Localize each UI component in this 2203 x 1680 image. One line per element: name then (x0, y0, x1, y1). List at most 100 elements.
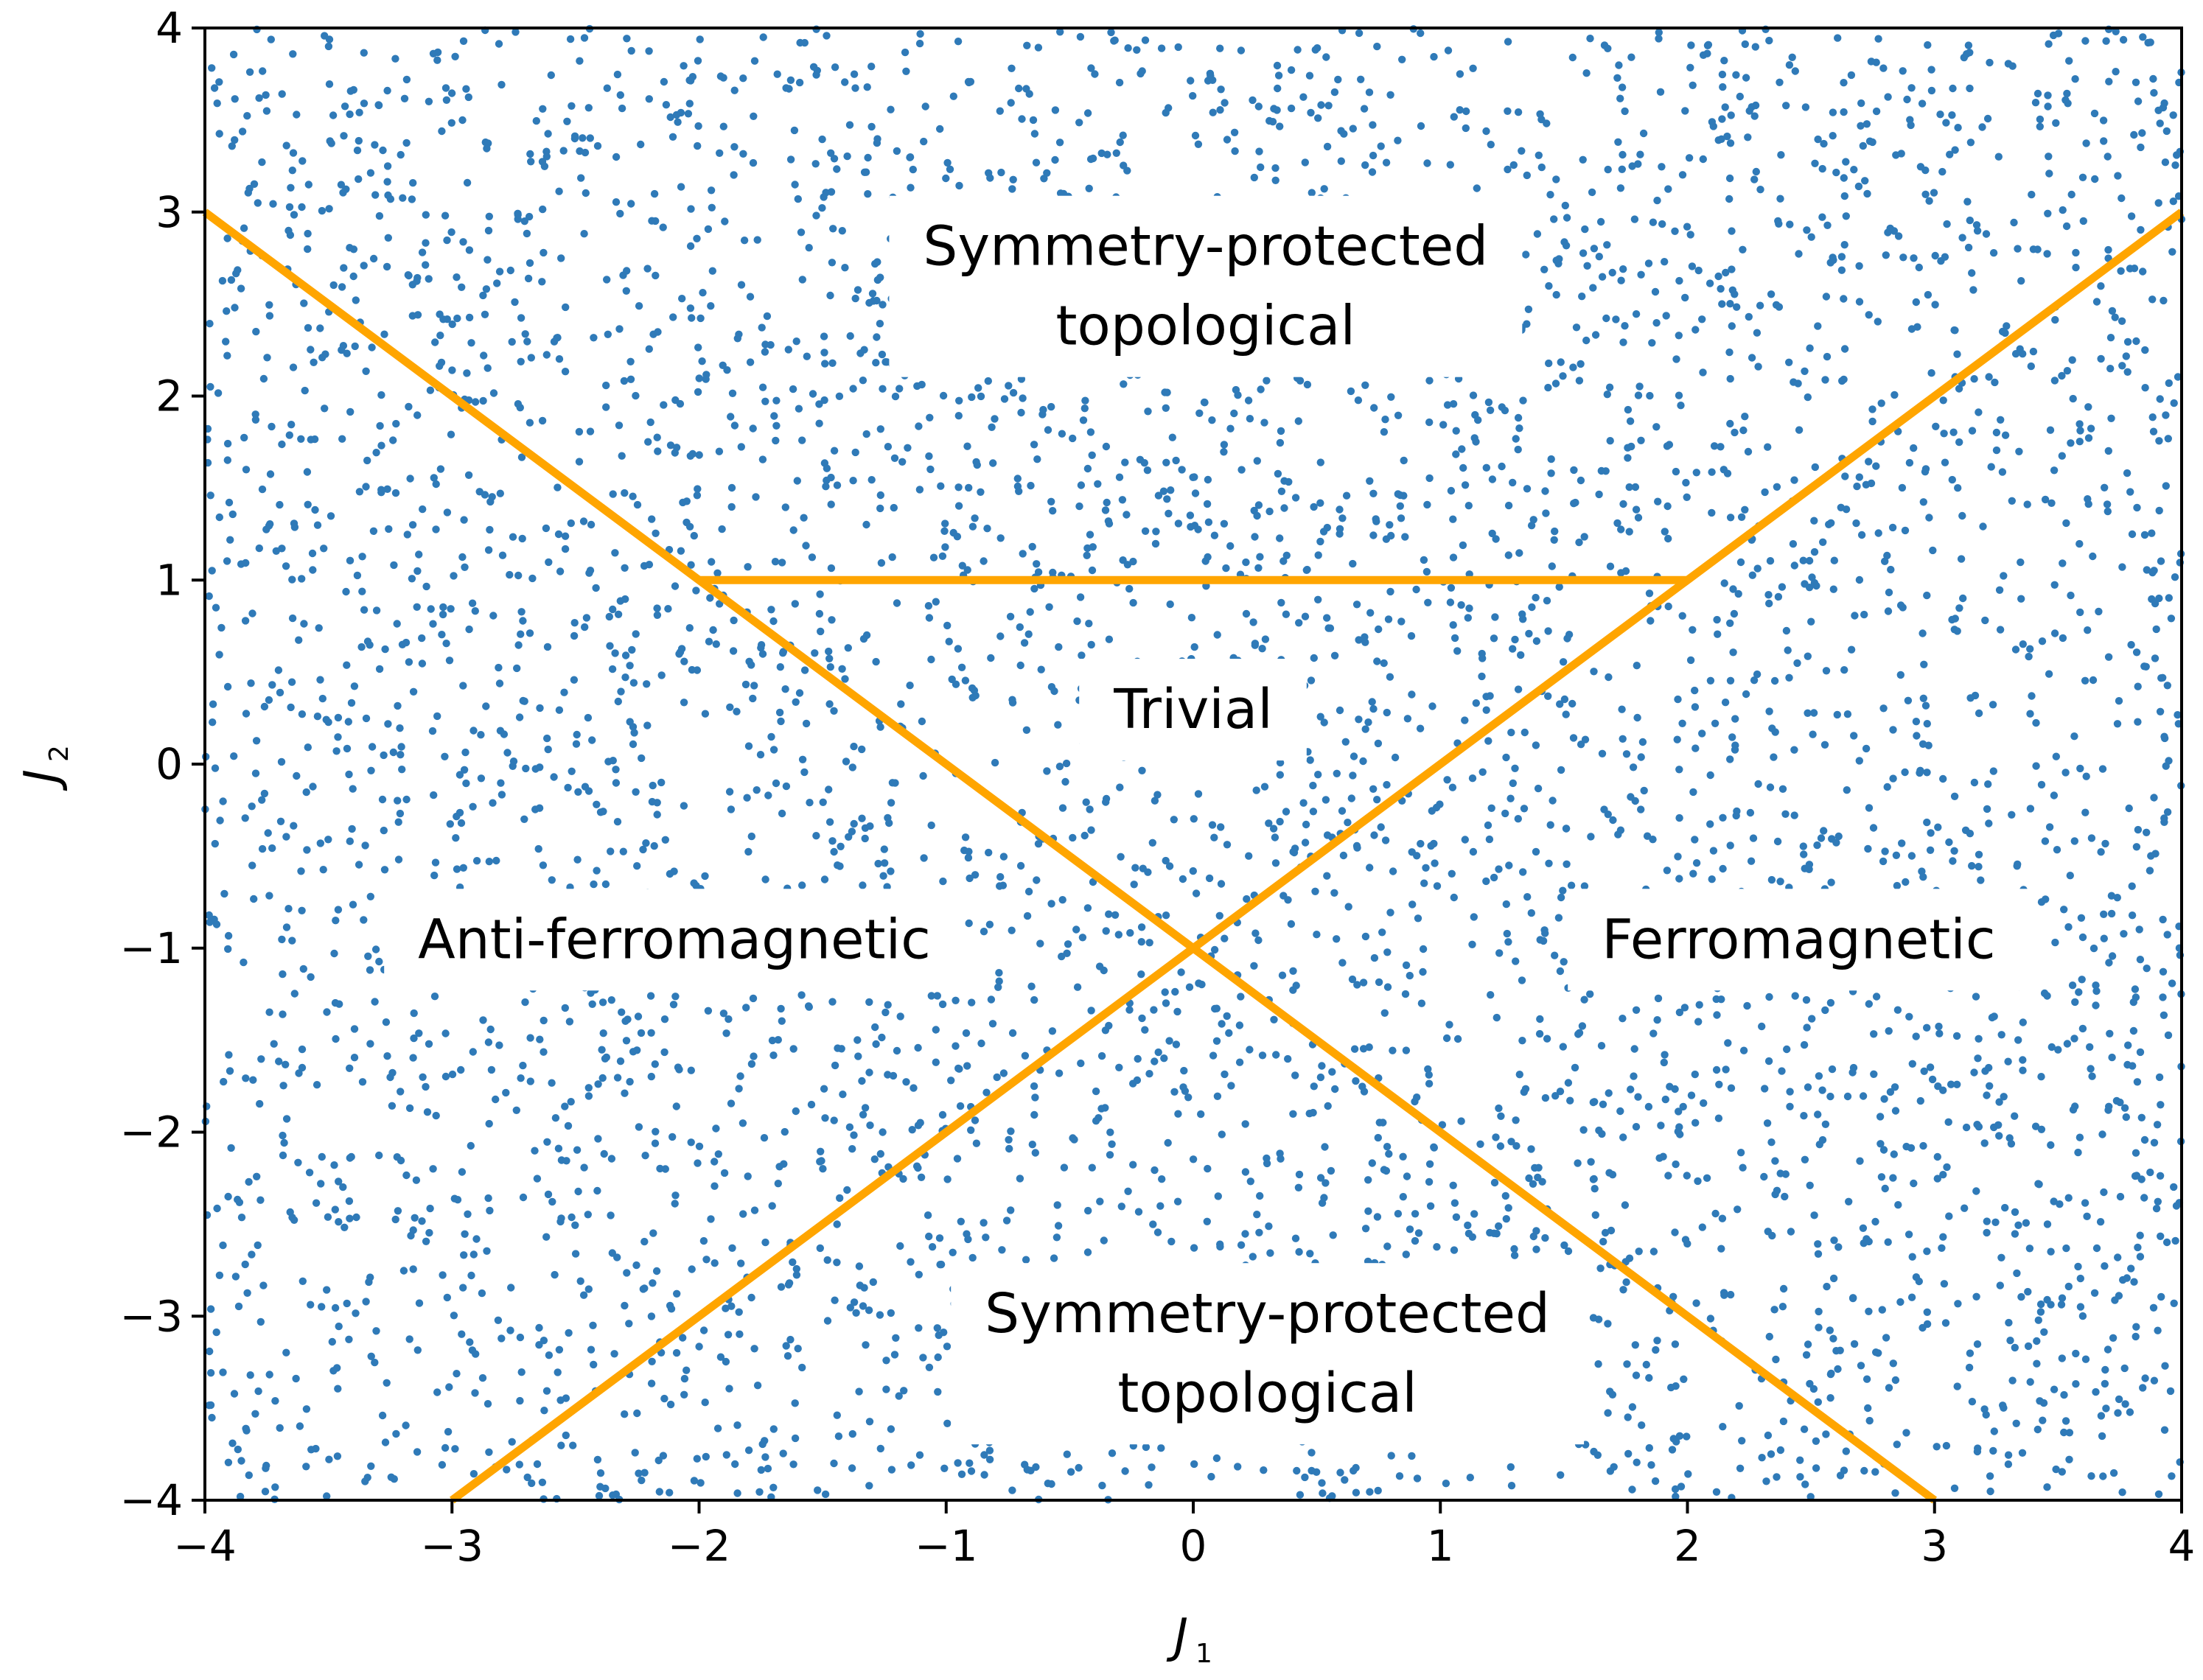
scatter-point (601, 880, 610, 889)
scatter-point (1996, 1281, 2004, 1289)
scatter-point (1116, 138, 1124, 147)
scatter-point (1433, 882, 1442, 890)
scatter-point (1802, 1351, 1811, 1359)
scatter-point (523, 1473, 531, 1482)
scatter-point (948, 675, 956, 684)
scatter-point (443, 1293, 451, 1302)
scatter-point (782, 782, 791, 791)
scatter-point (290, 990, 298, 998)
scatter-point (821, 1114, 829, 1122)
scatter-point (1189, 91, 1197, 100)
scatter-point (1369, 785, 1378, 794)
scatter-point (209, 700, 217, 708)
scatter-point (638, 754, 646, 763)
scatter-point (777, 717, 785, 726)
scatter-point (353, 571, 362, 580)
scatter-point (472, 1235, 481, 1243)
scatter-point (2123, 368, 2132, 376)
scatter-point (1789, 540, 1798, 548)
scatter-point (1276, 534, 1284, 542)
scatter-point (1675, 1008, 1684, 1017)
scatter-point (727, 1302, 736, 1310)
scatter-point (1523, 893, 1532, 901)
scatter-point (408, 281, 416, 289)
scatter-point (1840, 192, 1848, 200)
scatter-point (555, 355, 564, 363)
scatter-point (798, 1363, 806, 1372)
scatter-point (1923, 1247, 1931, 1256)
scatter-point (893, 599, 901, 607)
scatter-point (402, 75, 411, 84)
scatter-point (963, 1062, 971, 1070)
scatter-point (411, 1214, 419, 1222)
scatter-point (227, 276, 236, 284)
scatter-point (2104, 653, 2113, 661)
scatter-point (1727, 111, 1735, 119)
scatter-point (936, 125, 944, 133)
scatter-point (2156, 395, 2164, 403)
scatter-point (618, 104, 626, 113)
scatter-point (612, 766, 620, 774)
scatter-point (1637, 805, 1645, 813)
scatter-point (2106, 365, 2115, 373)
scatter-point (695, 374, 703, 382)
scatter-point (706, 594, 714, 602)
scatter-point (2127, 1264, 2135, 1273)
scatter-point (985, 848, 993, 857)
scatter-point (1450, 1199, 1459, 1207)
scatter-point (1992, 446, 2001, 455)
scatter-point (366, 892, 374, 901)
scatter-point (2149, 427, 2158, 435)
scatter-point (735, 1085, 743, 1093)
scatter-point (1000, 395, 1009, 403)
scatter-point (2154, 1490, 2163, 1499)
scatter-point (1975, 1035, 1983, 1043)
scatter-point (400, 94, 409, 102)
scatter-point (891, 779, 899, 787)
scatter-point (2152, 625, 2160, 634)
scatter-point (1208, 821, 1217, 829)
scatter-point (1981, 616, 1989, 625)
scatter-point (2052, 1465, 2060, 1474)
scatter-point (418, 659, 427, 668)
scatter-point (718, 525, 726, 533)
scatter-point (935, 1331, 943, 1340)
scatter-point (792, 698, 800, 706)
scatter-point (1745, 107, 1753, 115)
scatter-point (1603, 391, 1611, 399)
scatter-point (2017, 1292, 2025, 1301)
scatter-point (259, 67, 267, 75)
scatter-point (1268, 118, 1277, 126)
scatter-point (1086, 531, 1094, 539)
scatter-point (1458, 445, 1466, 453)
scatter-point (820, 1085, 828, 1093)
scatter-point (2156, 707, 2165, 715)
scatter-point (1452, 427, 1460, 435)
scatter-point (1360, 105, 1369, 113)
scatter-point (1722, 1065, 1730, 1074)
scatter-point (251, 1410, 259, 1418)
scatter-point (1809, 730, 1817, 738)
scatter-point (1386, 587, 1394, 596)
scatter-point (237, 1214, 246, 1222)
scatter-point (1966, 830, 1975, 838)
scatter-point (223, 456, 231, 464)
scatter-point (848, 763, 857, 771)
scatter-point (377, 441, 385, 449)
scatter-point (1337, 127, 1345, 135)
scatter-point (719, 1009, 728, 1018)
scatter-point (2127, 640, 2135, 649)
scatter-point (744, 1172, 752, 1180)
scatter-point (1985, 1063, 1993, 1072)
scatter-point (696, 1479, 705, 1487)
scatter-point (1809, 709, 1818, 717)
scatter-point (968, 522, 977, 531)
scatter-point (547, 71, 555, 80)
scatter-point (1805, 861, 1814, 869)
scatter-point (817, 1147, 825, 1156)
scatter-point (827, 564, 836, 573)
scatter-point (1616, 94, 1624, 102)
scatter-point (1656, 88, 1665, 96)
scatter-point (776, 663, 785, 671)
scatter-point (1484, 737, 1492, 745)
